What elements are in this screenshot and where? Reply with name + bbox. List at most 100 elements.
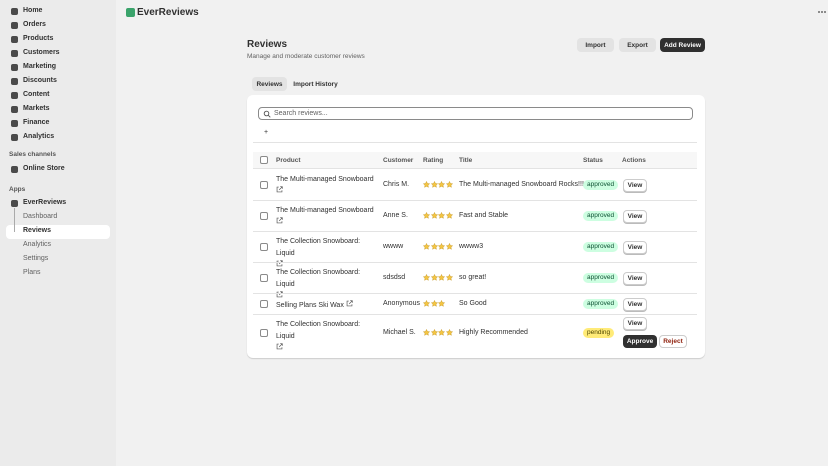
tab[interactable]: Reviews: [252, 77, 287, 91]
column-header: Status: [583, 156, 603, 164]
action-button[interactable]: View: [623, 178, 647, 192]
rating-stars: [423, 300, 445, 307]
review-title: So Good: [459, 299, 487, 307]
column-header: Title: [459, 156, 473, 164]
nav-item[interactable]: Customers: [23, 49, 60, 56]
nav-icon: [11, 7, 18, 15]
search-placeholder: Search reviews...: [274, 109, 328, 117]
review-title: so great!: [459, 273, 487, 281]
row-divider: [253, 231, 697, 232]
product-text: The Multi-managed Snowboard: [276, 176, 374, 183]
checkbox[interactable]: [260, 211, 268, 220]
checkbox[interactable]: [260, 299, 268, 308]
table-header: [253, 152, 697, 169]
action-button[interactable]: View: [623, 297, 647, 311]
action-button[interactable]: View: [623, 317, 647, 330]
nav-item[interactable]: Home: [23, 7, 43, 14]
link-icon[interactable]: [344, 299, 353, 309]
nav-item[interactable]: EverReviews: [23, 199, 67, 206]
app-icon: [126, 8, 135, 17]
page-title: Reviews: [247, 39, 288, 50]
review-title: The Multi-managed Snowboard Rocks!!!: [459, 180, 584, 188]
nav-item[interactable]: Products: [23, 35, 54, 42]
row-divider: [253, 262, 697, 263]
product-name[interactable]: The Multi-managed Snowboard: [276, 205, 376, 229]
status-badge: approved: [583, 241, 619, 252]
divider: [253, 142, 697, 143]
row-divider: [253, 293, 697, 294]
nav-item[interactable]: Content: [23, 91, 50, 98]
status-badge: pending: [583, 327, 615, 338]
product-text: The Collection Snowboard: Liquid: [276, 321, 361, 340]
nav-item[interactable]: Finance: [23, 119, 50, 126]
checkbox[interactable]: [260, 180, 268, 189]
nav-item[interactable]: Markets: [23, 105, 50, 112]
rating-stars: [423, 243, 453, 250]
column-header: Product: [276, 156, 301, 164]
checkbox[interactable]: [260, 242, 268, 251]
checkbox[interactable]: [260, 273, 268, 282]
more-menu[interactable]: [817, 10, 827, 14]
product-name[interactable]: Selling Plans Ski Wax: [276, 299, 386, 312]
column-header: Actions: [622, 156, 646, 164]
customer: Anonymous: [383, 299, 420, 307]
product-name[interactable]: The Collection Snowboard: Liquid: [276, 319, 376, 355]
link-icon[interactable]: [276, 343, 283, 352]
search-box[interactable]: [258, 107, 693, 120]
checkbox[interactable]: [260, 328, 268, 337]
nav-icon: [11, 200, 18, 207]
nav-subitem[interactable]: Settings: [23, 255, 49, 262]
nav-item[interactable]: Online Store: [23, 165, 65, 172]
product-name[interactable]: The Multi-managed Snowboard: [276, 174, 376, 198]
tree-line: [14, 208, 15, 232]
nav-item[interactable]: Discounts: [23, 77, 57, 84]
nav-item[interactable]: Analytics: [23, 133, 55, 140]
rating-stars: [423, 212, 453, 219]
row-divider: [253, 314, 697, 315]
action-button[interactable]: Approve: [623, 335, 657, 348]
app-title: EverReviews: [137, 7, 199, 18]
product-text: The Collection Snowboard: Liquid: [276, 269, 361, 288]
search-icon: [263, 110, 271, 118]
customer: Anne S.: [383, 211, 408, 219]
customer: wwww: [383, 242, 404, 250]
nav-subitem[interactable]: Analytics: [23, 241, 52, 248]
header-button[interactable]: Add Review: [660, 38, 705, 52]
link-icon[interactable]: [276, 186, 283, 195]
nav-item[interactable]: Marketing: [23, 63, 57, 70]
add-filter[interactable]: +: [264, 129, 269, 136]
page-subtitle: Manage and moderate customer reviews: [247, 53, 365, 60]
nav-icon: [11, 77, 18, 85]
column-header: Rating: [423, 156, 444, 164]
nav-subitem[interactable]: Plans: [23, 269, 41, 276]
nav-selected: [6, 225, 110, 239]
nav-item[interactable]: Orders: [23, 21, 46, 28]
header-button[interactable]: Import: [577, 38, 614, 52]
nav-subitem[interactable]: Dashboard: [23, 213, 58, 220]
nav-icon: [11, 166, 18, 173]
nav-section: Apps: [9, 186, 26, 193]
checkbox[interactable]: [260, 156, 268, 164]
action-button[interactable]: View: [623, 209, 647, 223]
status-badge: approved: [583, 179, 619, 190]
nav-icon: [11, 105, 18, 113]
nav-section: Sales channels: [9, 151, 56, 158]
status-badge: approved: [583, 298, 619, 309]
product-text: Selling Plans Ski Wax: [276, 301, 344, 309]
action-button[interactable]: View: [623, 240, 647, 254]
action-button[interactable]: Reject: [659, 335, 687, 348]
nav-subitem[interactable]: Reviews: [23, 227, 52, 234]
review-title: Fast and Stable: [459, 211, 509, 219]
product-name[interactable]: The Collection Snowboard: Liquid: [276, 267, 376, 303]
product-text: The Collection Snowboard: Liquid: [276, 238, 361, 257]
nav-icon: [11, 133, 18, 141]
tab[interactable]: Import History: [293, 80, 338, 88]
header-button[interactable]: Export: [619, 38, 656, 52]
link-icon[interactable]: [276, 217, 283, 226]
status-badge: approved: [583, 210, 619, 221]
review-title: wwww3: [459, 242, 484, 250]
action-button[interactable]: View: [623, 271, 647, 285]
nav-icon: [11, 91, 18, 99]
nav-icon: [11, 63, 18, 71]
